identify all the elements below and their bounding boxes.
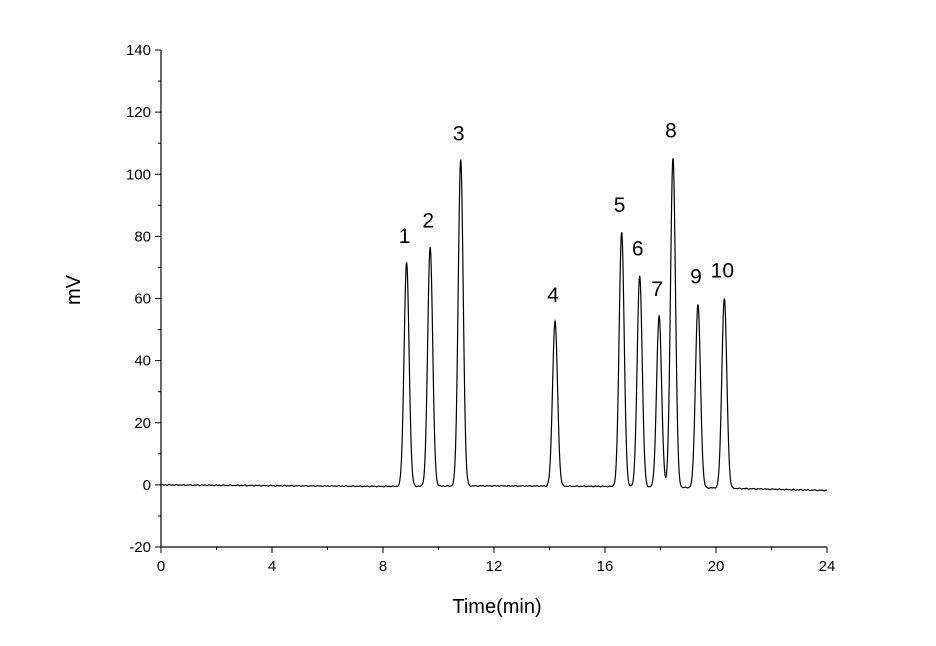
peak-label: 2 <box>422 210 434 233</box>
y-tick-label: 100 <box>126 166 151 183</box>
x-axis-label: Time(min) <box>452 596 541 618</box>
peak-label: 4 <box>547 284 559 307</box>
x-tick-label: 24 <box>819 558 836 575</box>
peak-label: 6 <box>632 238 644 261</box>
peak-label: 8 <box>665 120 677 143</box>
y-tick-label: 20 <box>134 415 151 432</box>
peak-label: 5 <box>614 194 626 217</box>
y-tick-label: 120 <box>126 104 151 121</box>
y-tick-label: 140 <box>126 42 151 59</box>
peak-label: 7 <box>651 278 663 301</box>
y-tick-label: -20 <box>129 539 151 556</box>
peak-label: 10 <box>711 259 734 282</box>
x-tick-label: 16 <box>597 558 614 575</box>
y-axis-label: mV <box>63 274 85 305</box>
y-tick-label: 0 <box>143 477 151 494</box>
x-tick-label: 20 <box>708 558 725 575</box>
x-tick-label: 12 <box>486 558 503 575</box>
axes <box>160 50 827 548</box>
axis-ticks <box>155 49 828 553</box>
chromatogram-trace <box>160 158 828 492</box>
x-tick-label: 0 <box>157 558 165 575</box>
peak-label: 9 <box>690 266 702 289</box>
x-tick-label: 4 <box>268 558 276 575</box>
y-tick-label: 80 <box>134 228 151 245</box>
y-tick-label: 40 <box>134 353 151 370</box>
peak-label: 3 <box>453 123 465 146</box>
peak-label: 1 <box>399 225 411 248</box>
y-tick-label: 60 <box>134 291 151 308</box>
peak-labels: 12 3 4 567 8 9 10 <box>399 120 734 308</box>
x-tick-label: 8 <box>379 558 387 575</box>
